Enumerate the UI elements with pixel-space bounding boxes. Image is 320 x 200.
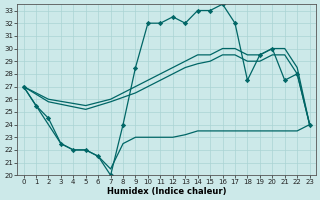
X-axis label: Humidex (Indice chaleur): Humidex (Indice chaleur) — [107, 187, 226, 196]
